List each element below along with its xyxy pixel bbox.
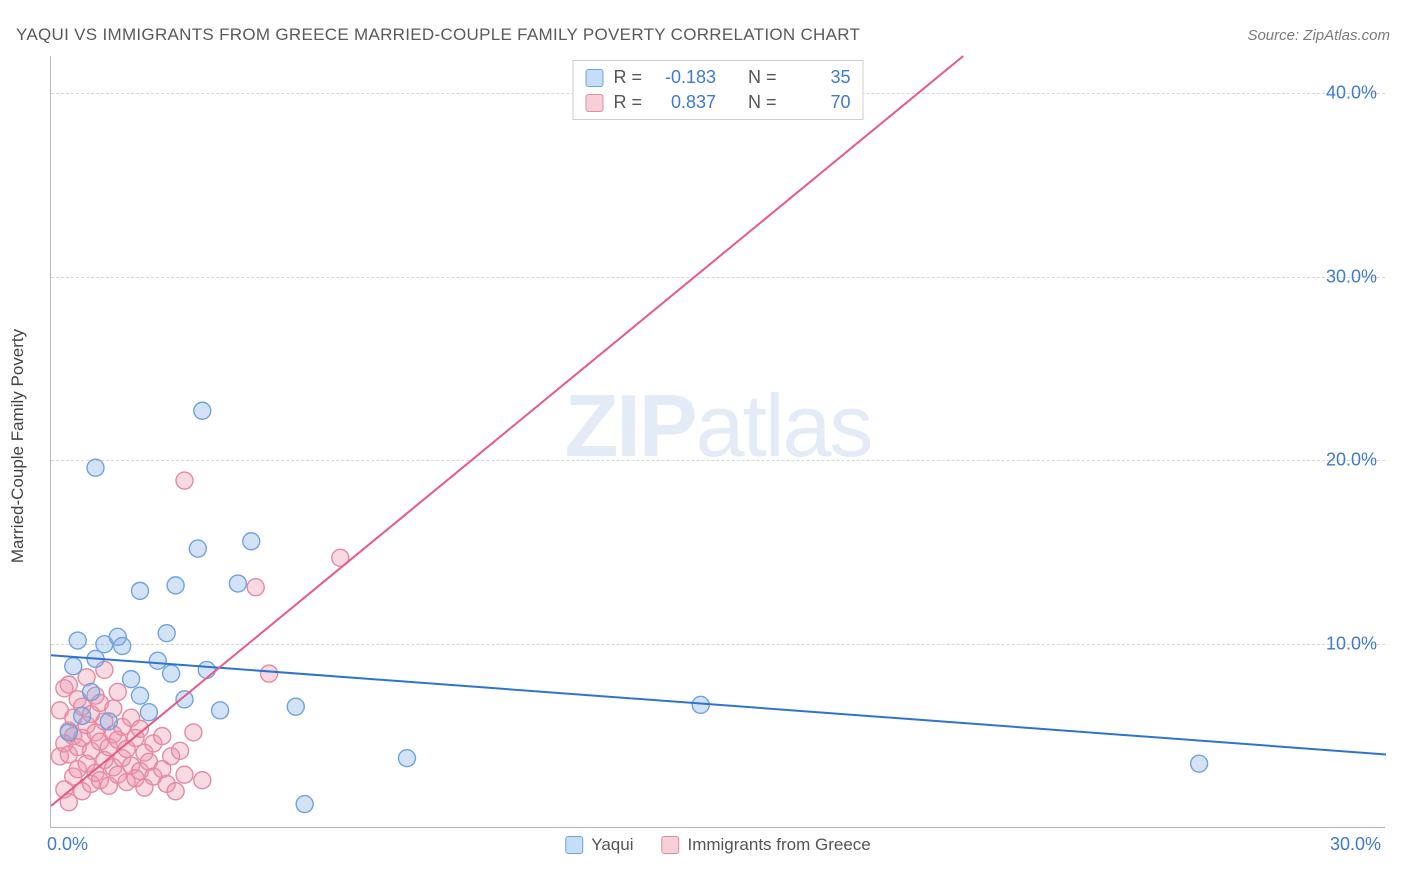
scatter-point xyxy=(149,652,166,669)
scatter-point xyxy=(1191,755,1208,772)
plot-area: ZIPatlas 10.0%20.0%30.0%40.0% R =-0.183N… xyxy=(50,56,1385,828)
scatter-point xyxy=(399,750,416,767)
scatter-point xyxy=(243,533,260,550)
n-value: 70 xyxy=(787,90,851,115)
source-credit: Source: ZipAtlas.com xyxy=(1247,27,1390,44)
scatter-point xyxy=(194,772,211,789)
r-label: R = xyxy=(613,90,642,115)
scatter-point xyxy=(158,625,175,642)
legend-item: Immigrants from Greece xyxy=(661,835,870,855)
scatter-point xyxy=(229,575,246,592)
scatter-point xyxy=(100,713,117,730)
scatter-point xyxy=(69,632,86,649)
legend-item: Yaqui xyxy=(565,835,633,855)
scatter-point xyxy=(176,691,193,708)
series-legend: Yaqui Immigrants from Greece xyxy=(565,835,870,855)
legend-label: Immigrants from Greece xyxy=(687,835,870,855)
scatter-point xyxy=(123,671,140,688)
scatter-point xyxy=(140,704,157,721)
scatter-point xyxy=(87,459,104,476)
stats-legend: R = -0.183 N = 35 R = 0.837 N = 70 xyxy=(572,60,863,120)
scatter-point xyxy=(212,702,229,719)
chart-title: YAQUI VS IMMIGRANTS FROM GREECE MARRIED-… xyxy=(16,25,860,45)
stats-legend-row: R = -0.183 N = 35 xyxy=(585,65,850,90)
scatter-point xyxy=(132,687,149,704)
x-tick-max: 30.0% xyxy=(1330,834,1381,855)
r-value: 0.837 xyxy=(652,90,716,115)
scatter-point xyxy=(198,661,215,678)
scatter-point xyxy=(185,724,202,741)
legend-label: Yaqui xyxy=(591,835,633,855)
scatter-point xyxy=(65,658,82,675)
stats-legend-row: R = 0.837 N = 70 xyxy=(585,90,850,115)
scatter-point xyxy=(172,742,189,759)
n-label: N = xyxy=(748,90,777,115)
scatter-point xyxy=(189,540,206,557)
r-label: R = xyxy=(613,65,642,90)
legend-swatch xyxy=(585,69,603,87)
scatter-point xyxy=(176,472,193,489)
scatter-point xyxy=(247,579,264,596)
scatter-point xyxy=(167,577,184,594)
scatter-point xyxy=(60,724,77,741)
scatter-point xyxy=(261,665,278,682)
r-value: -0.183 xyxy=(652,65,716,90)
scatter-point xyxy=(176,766,193,783)
scatter-point xyxy=(287,698,304,715)
scatter-point xyxy=(132,582,149,599)
scatter-point xyxy=(60,676,77,693)
scatter-point xyxy=(194,402,211,419)
scatter-point xyxy=(74,707,91,724)
scatter-point xyxy=(163,665,180,682)
scatter-point xyxy=(154,728,171,745)
scatter-point xyxy=(167,783,184,800)
scatter-point xyxy=(109,683,126,700)
y-axis-label: Married-Couple Family Poverty xyxy=(8,329,28,563)
n-label: N = xyxy=(748,65,777,90)
scatter-canvas xyxy=(51,56,1385,827)
n-value: 35 xyxy=(787,65,851,90)
scatter-point xyxy=(296,796,313,813)
legend-swatch xyxy=(585,94,603,112)
regression-line xyxy=(51,655,1386,754)
x-tick-min: 0.0% xyxy=(47,834,88,855)
legend-swatch xyxy=(565,836,583,854)
scatter-point xyxy=(83,683,100,700)
legend-swatch xyxy=(661,836,679,854)
scatter-point xyxy=(114,638,131,655)
regression-line xyxy=(51,56,963,806)
